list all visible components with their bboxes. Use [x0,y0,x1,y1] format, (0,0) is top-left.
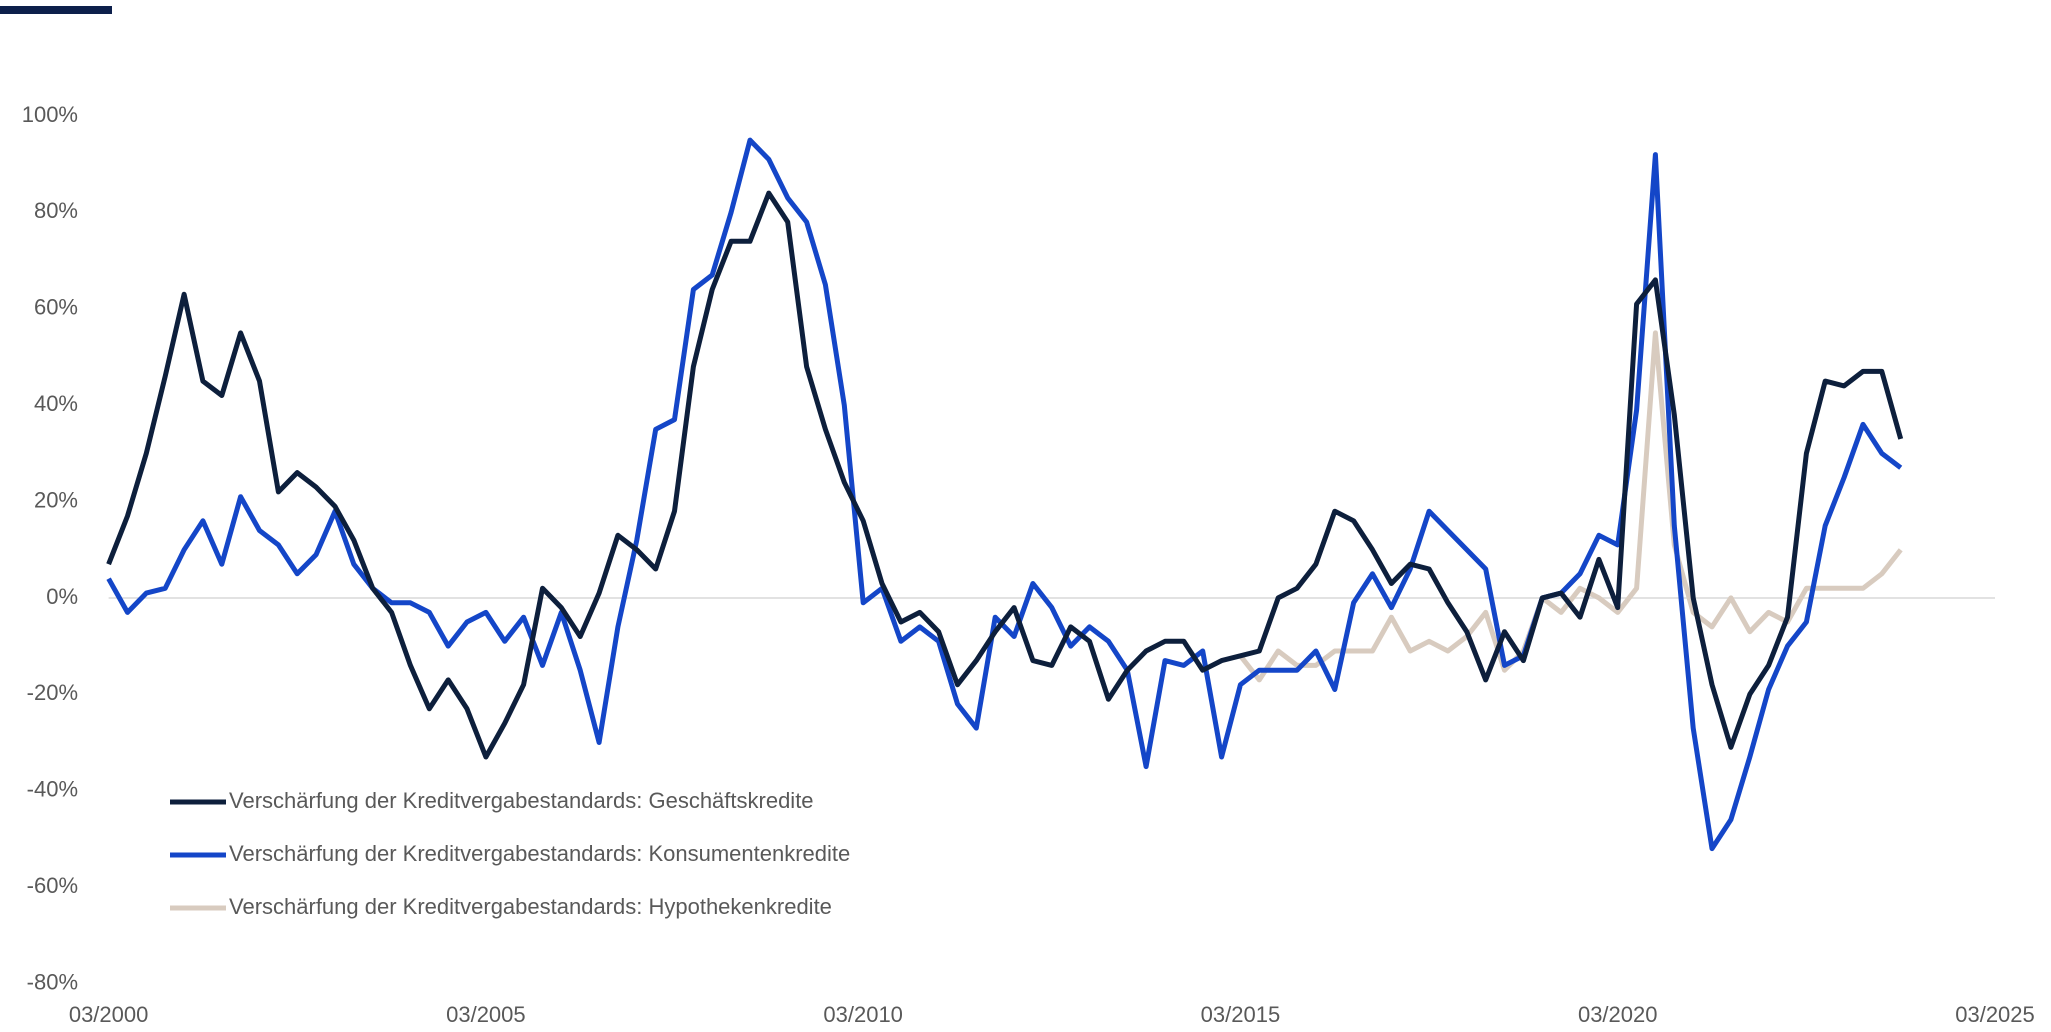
x-tick-label: 03/2015 [1201,1002,1281,1027]
y-tick-label: 80% [34,198,78,223]
series-line [106,137,1903,852]
y-tick-label: -60% [27,873,78,898]
legend-label: Verschärfung der Kreditvergabestandards:… [229,788,814,813]
y-tick-label: 40% [34,391,78,416]
y-tick-label: 20% [34,487,78,512]
header-bar [0,6,112,14]
legend-label: Verschärfung der Kreditvergabestandards:… [229,841,850,866]
x-tick-label: 03/2010 [823,1002,903,1027]
x-tick-label: 03/2005 [446,1002,526,1027]
series-line [1238,330,1903,683]
y-tick-label: 0% [46,584,78,609]
y-tick-label: -20% [27,680,78,705]
x-tick-label: 03/2025 [1955,1002,2035,1027]
y-tick-label: -80% [27,969,78,994]
y-tick-label: -40% [27,777,78,802]
x-tick-label: 03/2000 [69,1002,149,1027]
legend-label: Verschärfung der Kreditvergabestandards:… [229,894,832,919]
x-tick-label: 03/2020 [1578,1002,1658,1027]
y-tick-label: 60% [34,295,78,320]
series-line [106,190,1904,760]
y-tick-label: 100% [22,102,78,127]
